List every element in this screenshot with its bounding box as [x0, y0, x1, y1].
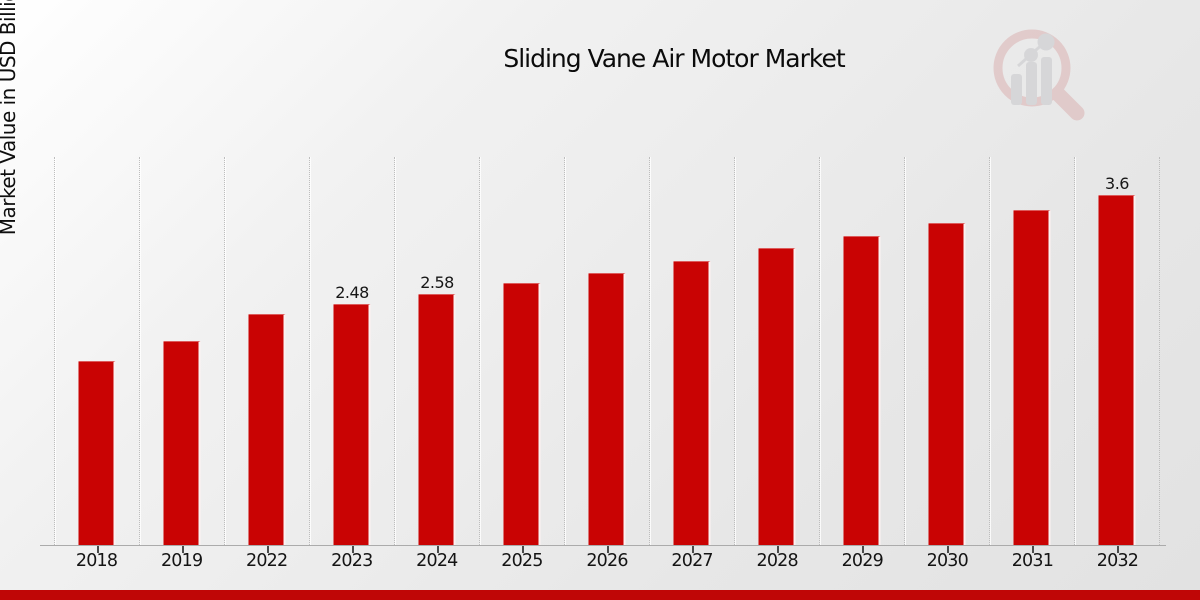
chart-column-2032: 3.6 [1074, 157, 1160, 553]
bar-2018 [78, 361, 116, 545]
y-axis-label: Market Value in USD Billion [0, 0, 20, 236]
magnifier-bar-chart-logo-icon [993, 29, 1085, 121]
chart-column-2029 [819, 157, 904, 553]
x-axis-tick-label-2028: 2028 [756, 551, 798, 571]
x-axis-tick-label-2018: 2018 [75, 551, 118, 571]
chart-column-2024: 2.58 [394, 157, 479, 553]
chart-column-2019 [139, 157, 224, 553]
x-axis-tick-label-2030: 2030 [926, 551, 969, 571]
plot-area: 2.48 2.58 3.6 [54, 157, 1160, 553]
bottom-red-banner [0, 590, 1200, 600]
x-axis-labels: 2018 2019 2022 2023 2024 2025 2026 2027 2028 2029… [54, 551, 1160, 571]
x-axis-tick [947, 546, 949, 553]
bar-value-label-2023: 2.48 [335, 283, 369, 302]
x-axis-line [40, 545, 1166, 546]
x-axis-tick [522, 546, 524, 553]
bar-2022 [248, 314, 286, 545]
x-axis-tick-label-2024: 2024 [416, 551, 458, 571]
chart-column-2030 [904, 157, 989, 553]
bar-value-label-2032: 3.6 [1105, 174, 1129, 193]
x-axis-tick-label-2023: 2023 [331, 551, 373, 571]
x-axis-tick [862, 546, 864, 553]
chart-column-2025 [479, 157, 564, 553]
bar-value-label-2024: 2.58 [420, 273, 454, 292]
x-axis-tick-label-2029: 2029 [841, 551, 884, 571]
x-axis-tick [267, 546, 269, 553]
x-axis-tick-label-2019: 2019 [160, 551, 203, 571]
bar-2030 [928, 223, 966, 545]
chart-column-2022 [224, 157, 309, 553]
x-axis-tick [692, 546, 694, 553]
bar-2028 [758, 248, 796, 545]
x-axis-tick [352, 546, 354, 553]
chart-column-2031 [989, 157, 1074, 553]
x-axis-tick-label-2031: 2031 [1011, 551, 1054, 571]
bar-2031 [1013, 210, 1051, 545]
x-axis-tick [1032, 546, 1034, 553]
bar-2032 [1098, 195, 1136, 545]
x-axis-tick-label-2025: 2025 [501, 551, 543, 571]
bar-2027 [673, 261, 711, 545]
bar-2024 [418, 294, 456, 545]
chart-title: Sliding Vane Air Motor Market [503, 44, 845, 73]
chart-column-2023: 2.48 [309, 157, 394, 553]
x-axis-tick-label-2032: 2032 [1096, 551, 1139, 571]
bar-2029 [843, 236, 881, 545]
bar-2026 [588, 273, 626, 545]
x-axis-tick [1117, 546, 1119, 553]
x-axis-tick [777, 546, 779, 553]
x-axis-tick [182, 546, 184, 553]
x-axis-tick [97, 546, 99, 553]
x-axis-tick-label-2027: 2027 [671, 551, 713, 571]
x-axis-tick-label-2022: 2022 [246, 551, 288, 571]
bar-2023 [333, 304, 371, 545]
x-axis-tick [437, 546, 439, 553]
chart-column-2026 [564, 157, 649, 553]
chart-column-2028 [734, 157, 819, 553]
chart-column-2018 [54, 157, 139, 553]
x-axis-tick-label-2026: 2026 [586, 551, 628, 571]
x-axis-tick [607, 546, 609, 553]
chart-column-2027 [649, 157, 734, 553]
bar-2025 [503, 283, 541, 545]
bar-2019 [163, 341, 201, 545]
